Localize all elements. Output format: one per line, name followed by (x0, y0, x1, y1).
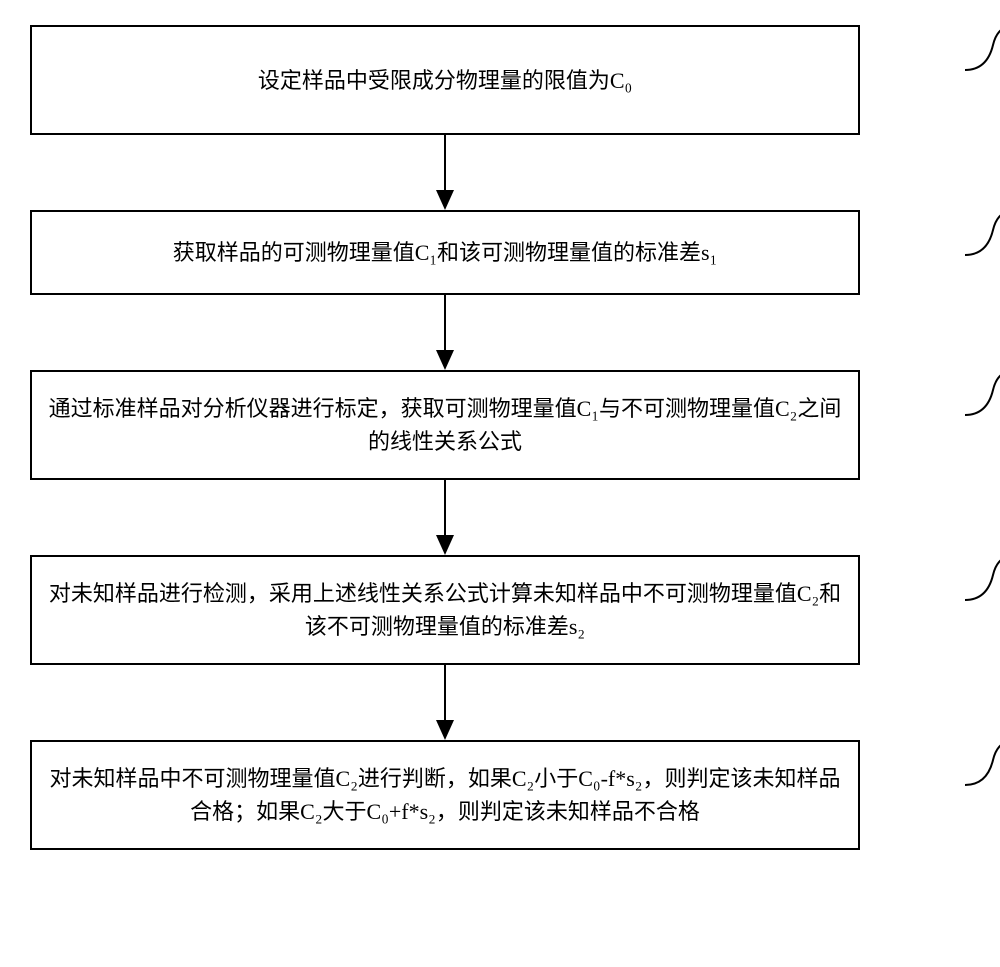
label-container-s40: S40 (965, 550, 1000, 610)
curve-s30 (965, 365, 1000, 425)
arrow-container-3 (30, 480, 860, 555)
arrow-container-1 (30, 135, 860, 210)
label-container-s50: S50 (965, 735, 1000, 795)
step-container-s50: 对未知样品中不可测物理量值C₂进行判断，如果C₂小于C₀-f*s₂，则判定该未知… (30, 740, 970, 850)
curve-s10 (965, 20, 1000, 80)
step-box-s30: 通过标准样品对分析仪器进行标定，获取可测物理量值C₁与不可测物理量值C₂之间的线… (30, 370, 860, 480)
arrow-1 (430, 135, 460, 210)
arrow-4 (430, 665, 460, 740)
curve-s20 (965, 205, 1000, 265)
step-container-s20: 获取样品的可测物理量值C₁和该可测物理量值的标准差s₁ S20 (30, 210, 970, 295)
arrow-3 (430, 480, 460, 555)
arrow-container-4 (30, 665, 860, 740)
step-text-s20: 获取样品的可测物理量值C₁和该可测物理量值的标准差s₁ (173, 236, 718, 269)
step-container-s40: 对未知样品进行检测，采用上述线性关系公式计算未知样品中不可测物理量值C₂和该不可… (30, 555, 970, 665)
step-text-s10: 设定样品中受限成分物理量的限值为C₀ (258, 64, 632, 97)
step-text-s40: 对未知样品进行检测，采用上述线性关系公式计算未知样品中不可测物理量值C₂和该不可… (44, 577, 846, 643)
label-container-s30: S30 (965, 365, 1000, 425)
flowchart-container: 设定样品中受限成分物理量的限值为C₀ S10 获取样品的可测物理量值C₁和该可测… (30, 25, 970, 850)
arrow-2 (430, 295, 460, 370)
step-box-s40: 对未知样品进行检测，采用上述线性关系公式计算未知样品中不可测物理量值C₂和该不可… (30, 555, 860, 665)
label-container-s10: S10 (965, 20, 1000, 80)
step-box-s20: 获取样品的可测物理量值C₁和该可测物理量值的标准差s₁ (30, 210, 860, 295)
step-box-s10: 设定样品中受限成分物理量的限值为C₀ (30, 25, 860, 135)
step-box-s50: 对未知样品中不可测物理量值C₂进行判断，如果C₂小于C₀-f*s₂，则判定该未知… (30, 740, 860, 850)
curve-s50 (965, 735, 1000, 795)
step-container-s30: 通过标准样品对分析仪器进行标定，获取可测物理量值C₁与不可测物理量值C₂之间的线… (30, 370, 970, 480)
step-text-s50: 对未知样品中不可测物理量值C₂进行判断，如果C₂小于C₀-f*s₂，则判定该未知… (44, 762, 846, 828)
curve-s40 (965, 550, 1000, 610)
arrow-container-2 (30, 295, 860, 370)
label-container-s20: S20 (965, 205, 1000, 265)
step-text-s30: 通过标准样品对分析仪器进行标定，获取可测物理量值C₁与不可测物理量值C₂之间的线… (44, 392, 846, 458)
step-container-s10: 设定样品中受限成分物理量的限值为C₀ S10 (30, 25, 970, 135)
